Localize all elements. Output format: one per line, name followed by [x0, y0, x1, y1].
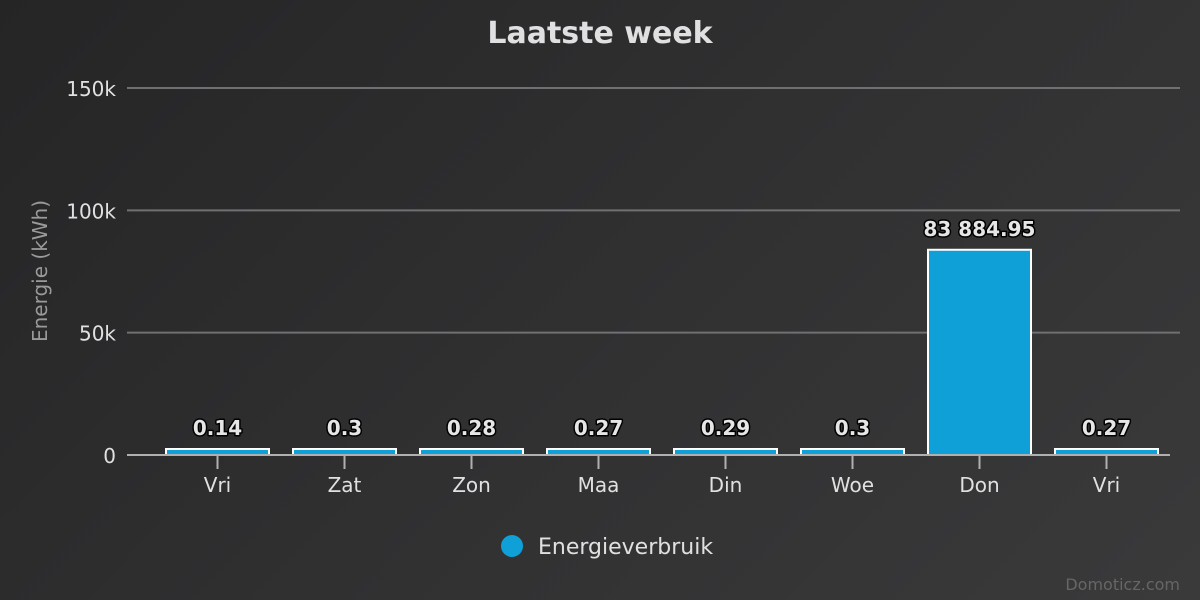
x-tick-label: Don — [959, 473, 999, 497]
data-label: 0.3 — [835, 416, 870, 440]
data-label: 0.14 — [193, 416, 242, 440]
y-tick-label: 0 — [103, 444, 116, 468]
x-tick-label: Zat — [328, 473, 362, 497]
y-tick-label: 100k — [66, 199, 116, 223]
y-axis-title: Energie (kWh) — [28, 200, 52, 342]
y-tick-label: 150k — [66, 77, 116, 101]
data-label: 0.3 — [327, 416, 362, 440]
legend-label-energieverbruik[interactable]: Energieverbruik — [538, 535, 713, 560]
y-tick-label: 50k — [79, 322, 116, 346]
bar-don-6[interactable] — [927, 248, 1032, 456]
y-axis-ticks: 0 50k 100k 150k — [66, 77, 116, 468]
x-tick-label: Vri — [1093, 473, 1120, 497]
data-labels: 0.14 0.3 0.28 0.27 0.29 0.3 83 884.95 0.27 — [191, 215, 1132, 441]
x-axis: Vri Zat Zon Maa Din Woe Don Vri — [127, 454, 1170, 497]
legend[interactable]: Energieverbruik — [501, 535, 713, 560]
chart-title: Laatste week — [487, 16, 713, 51]
x-tick-label: Zon — [452, 473, 491, 497]
data-label: 0.29 — [701, 416, 750, 440]
bars[interactable] — [165, 248, 1159, 456]
x-tick-label: Vri — [204, 473, 231, 497]
x-tick-label: Din — [709, 473, 743, 497]
data-label: 0.28 — [447, 416, 496, 440]
data-label: 0.27 — [574, 416, 623, 440]
data-label: 83 884.95 — [924, 217, 1036, 241]
x-tick-label: Maa — [578, 473, 620, 497]
data-label: 0.27 — [1082, 416, 1131, 440]
credits-link[interactable]: Domoticz.com — [1065, 575, 1180, 594]
x-tick-label: Woe — [831, 473, 874, 497]
legend-marker-energieverbruik[interactable] — [501, 535, 523, 557]
